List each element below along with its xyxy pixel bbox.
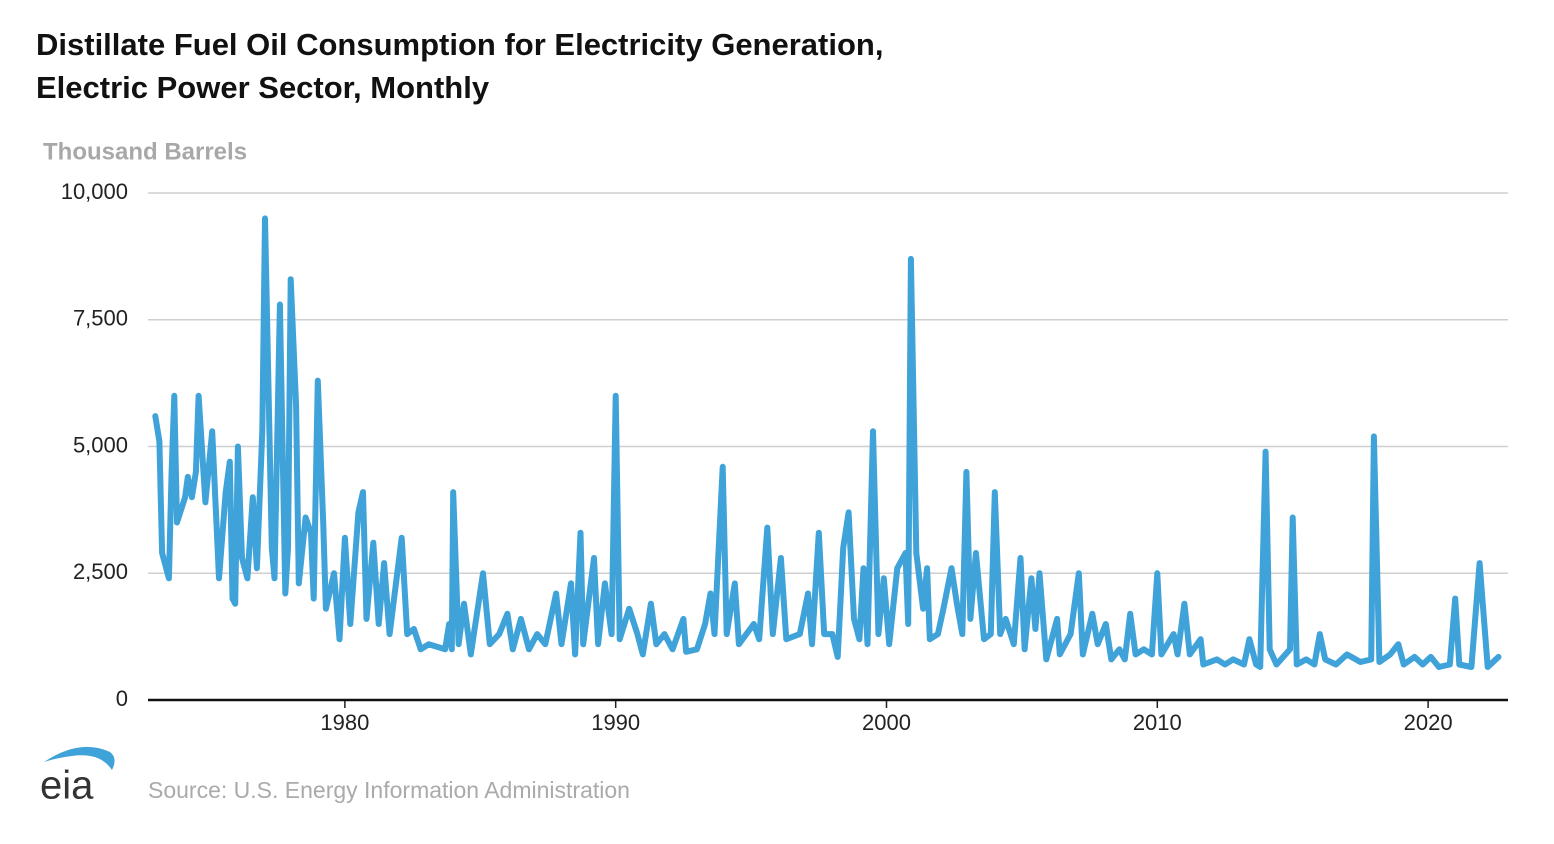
y-axis-label: Thousand Barrels — [43, 138, 247, 165]
y-tick-label: 0 — [116, 686, 128, 711]
x-tick-label: 2000 — [862, 710, 911, 735]
logo-text: eia — [40, 764, 94, 808]
y-tick-label: 2,500 — [73, 559, 128, 584]
x-tick-label: 1980 — [320, 710, 369, 735]
x-tick-label: 2010 — [1133, 710, 1182, 735]
logo: eia — [40, 746, 115, 808]
x-tick-label: 1990 — [591, 710, 640, 735]
chart-title: Distillate Fuel Oil Consumption for Elec… — [36, 27, 883, 62]
y-tick-label: 7,500 — [73, 306, 128, 331]
source: Source: U.S. Energy Information Administ… — [148, 777, 630, 803]
data-line — [152, 215, 1502, 670]
y-tick-label: 10,000 — [61, 179, 128, 204]
logo-swoosh — [44, 746, 115, 770]
x-tick-label: 2020 — [1404, 710, 1453, 735]
chart-title: Electric Power Sector, Monthly — [36, 70, 490, 105]
y-tick-label: 5,000 — [73, 432, 128, 457]
